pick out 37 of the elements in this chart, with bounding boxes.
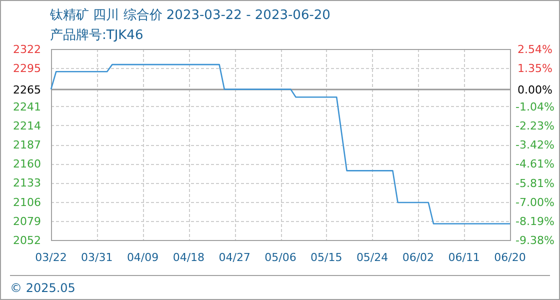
y-tick-label: 2187 [13, 138, 41, 152]
x-tick-label: 05/15 [310, 251, 342, 264]
y-tick-label: 2160 [13, 158, 41, 171]
y2-tick-label: 1.35% [518, 62, 552, 76]
y-tick-label: 2133 [13, 176, 41, 190]
y2-tick-label: -4.61% [516, 158, 554, 171]
y-tick-label: 2265 [13, 83, 41, 96]
chart-title: 钛精矿 四川 综合价 2023-03-22 - 2023-06-20 [49, 8, 330, 23]
y2-tick-label: -7.00% [516, 196, 554, 209]
y-tick-label: 2322 [13, 43, 41, 56]
y2-tick-label: -2.23% [516, 119, 554, 132]
y2-tick-label: -8.19% [516, 214, 554, 228]
y-tick-label: 2241 [13, 100, 41, 114]
x-tick-label: 03/31 [81, 251, 113, 264]
line-series [50, 64, 511, 224]
y2-tick-label: 2.54% [518, 43, 552, 56]
x-tick-label: 06/11 [448, 251, 480, 264]
y-tick-label: 2214 [13, 119, 41, 132]
x-tick-label: 04/27 [218, 251, 250, 264]
y-tick-label: 2079 [13, 214, 41, 228]
text: © 2025.05 [10, 281, 76, 295]
y2-tick-label: 0.00% [518, 84, 552, 97]
y-tick-label: 2106 [13, 196, 41, 209]
x-tick-label: 05/24 [356, 251, 388, 264]
x-tick-label: 06/02 [402, 251, 434, 264]
x-tick-label: 04/09 [126, 251, 159, 264]
x-tick-label: 06/20 [494, 251, 526, 264]
chart-subtitle: 产品牌号:TJK46 [50, 28, 144, 43]
x-tick-label: 04/18 [172, 251, 205, 264]
y2-tick-label: -1.04% [516, 100, 554, 114]
x-tick-label: 05/06 [264, 251, 296, 264]
y2-tick-label: -9.38% [516, 234, 554, 247]
y-tick-label: 2295 [13, 62, 41, 76]
x-tick-label: 03/22 [35, 251, 67, 264]
y2-tick-label: -5.81% [516, 176, 554, 190]
y2-tick-label: -3.42% [516, 138, 554, 152]
y-tick-label: 2052 [13, 234, 41, 247]
